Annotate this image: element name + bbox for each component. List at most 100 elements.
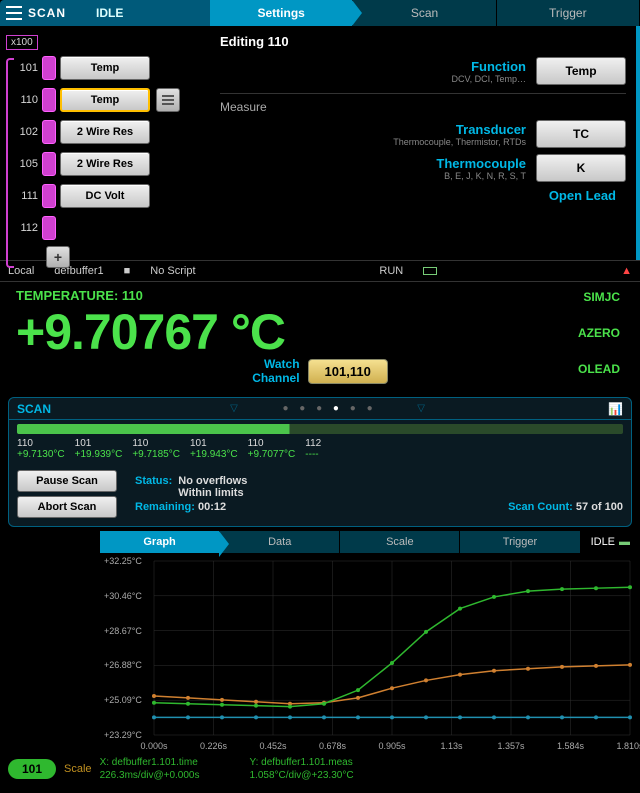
settings-tabs: SettingsScanTrigger: [210, 0, 640, 26]
y-tick-label: +26.88°C: [104, 660, 142, 670]
scan-panel-title: SCAN: [17, 402, 51, 416]
temperature-label: TEMPERATURE: 110: [16, 288, 624, 303]
pause-scan-button[interactable]: Pause Scan: [17, 470, 117, 492]
abort-scan-button[interactable]: Abort Scan: [17, 496, 117, 518]
y-tick-label: +32.25°C: [104, 556, 142, 566]
channel-marker: [42, 216, 56, 240]
openlead-label: Open Lead: [220, 188, 616, 203]
channel-number: 101: [14, 62, 42, 74]
thermocouple-label: Thermocouple: [220, 156, 526, 171]
channel-row: 105 2 Wire Res: [14, 150, 204, 178]
thermocouple-button[interactable]: K: [536, 154, 626, 182]
x-tick-label: 0.452s: [259, 741, 286, 751]
y-tick-label: +28.67°C: [104, 626, 142, 636]
channel-number: 111: [14, 190, 42, 202]
thermocouple-sublabel: B, E, J, K, N, R, S, T: [220, 171, 526, 181]
channel-marker: [42, 88, 56, 112]
tab-trigger[interactable]: Trigger: [497, 0, 640, 26]
channel-marker: [42, 120, 56, 144]
scan-reading: 110+9.7130°C: [17, 438, 65, 460]
function-sublabel: DCV, DCI, Temp…: [220, 74, 526, 84]
measure-section-title: Measure: [220, 100, 626, 114]
add-channel-button[interactable]: +: [46, 246, 70, 268]
graph-tab-trigger[interactable]: Trigger: [460, 531, 580, 553]
watch-channel-label: WatchChannel: [252, 357, 299, 385]
graph-tab-data[interactable]: Data: [220, 531, 340, 553]
badge-azero: AZERO: [578, 326, 620, 340]
remaining-value: 00:12: [198, 501, 226, 513]
channel-button[interactable]: Temp: [60, 56, 150, 80]
y-tick-label: +25.09°C: [104, 695, 142, 705]
collapse-icon[interactable]: ▽ ● ● ● ● ● ● ▽: [51, 403, 608, 414]
scancount-label: Scan Count:: [508, 501, 573, 513]
channel-marker: [42, 152, 56, 176]
badge-simjc: SIMJC: [578, 290, 620, 304]
channel-number: 112: [14, 222, 42, 234]
tab-scan[interactable]: Scan: [353, 0, 496, 26]
editing-label: Editing 110: [220, 34, 626, 49]
chart-icon[interactable]: 📊: [608, 402, 623, 416]
channel-row: 111 DC Volt: [14, 182, 204, 210]
graph-idle-status: IDLE ▬: [581, 531, 640, 553]
graph-area[interactable]: +32.25°C +30.46°C +28.67°C +26.88°C +25.09°C…: [100, 553, 640, 753]
badge-olead: OLEAD: [578, 362, 620, 376]
x-tick-label: 1.810s: [616, 741, 640, 751]
status-run: RUN: [379, 265, 403, 277]
channel-button[interactable]: 2 Wire Res: [60, 120, 150, 144]
graph-tabs: GraphDataScaleTriggerIDLE ▬: [100, 531, 640, 553]
status-label: Status:: [135, 475, 172, 499]
scale-label: Scale: [64, 763, 92, 775]
channel-row: 112: [14, 214, 204, 242]
x-tick-label: 1.13s: [440, 741, 462, 751]
channel-options-icon[interactable]: [156, 88, 180, 112]
remaining-label: Remaining:: [135, 501, 195, 513]
y-tick-label: +30.46°C: [104, 591, 142, 601]
graph-tab-scale[interactable]: Scale: [340, 531, 460, 553]
scan-reading: 101+19.943°C: [190, 438, 238, 460]
channel-button[interactable]: DC Volt: [60, 184, 150, 208]
channel-list: x100 101 Temp 110 Temp 1022 Wire Res 105 2 Wir…: [0, 26, 210, 276]
multiplier-label: x100: [6, 35, 38, 50]
scan-reading: 110+9.7077°C: [248, 438, 296, 460]
channel-number: 105: [14, 158, 42, 170]
transducer-sublabel: Thermocouple, Thermistor, RTDs: [220, 137, 526, 147]
x-tick-label: 1.584s: [557, 741, 584, 751]
tab-settings[interactable]: Settings: [210, 0, 353, 26]
channel-row: 110 Temp: [14, 86, 204, 114]
channel-number: 110: [14, 94, 42, 106]
graph-footer: 101 Scale X: defbuffer1.101.time226.3ms/…: [0, 753, 640, 785]
scan-reading: 110+9.7185°C: [132, 438, 180, 460]
scan-reading: 101+19.939°C: [75, 438, 123, 460]
channel-badge[interactable]: 101: [8, 759, 56, 779]
x-axis-info: X: defbuffer1.101.time226.3ms/div@+0.000…: [100, 756, 200, 782]
scan-status-idle: IDLE: [96, 6, 123, 20]
channel-bracket: [6, 58, 14, 268]
warning-icon[interactable]: ▲: [621, 265, 632, 277]
scan-title-bar: SCAN IDLE: [0, 0, 210, 26]
channel-button[interactable]: 2 Wire Res: [60, 152, 150, 176]
graph-tab-graph[interactable]: Graph: [100, 531, 220, 553]
channel-button[interactable]: Temp: [60, 88, 150, 112]
transducer-label: Transducer: [220, 122, 526, 137]
channel-marker: [42, 184, 56, 208]
battery-icon: [423, 267, 437, 275]
channel-marker: [42, 56, 56, 80]
transducer-button[interactable]: TC: [536, 120, 626, 148]
display-panel: TEMPERATURE: 110 +9.70767 °C SIMJC AZERO O…: [0, 282, 640, 391]
temperature-value: +9.70767 °C: [16, 303, 624, 361]
scancount-value: 57 of 100: [576, 501, 623, 513]
channel-row: 101 Temp: [14, 54, 204, 82]
y-tick-label: +23.29°C: [104, 730, 142, 740]
channel-row: 1022 Wire Res: [14, 118, 204, 146]
x-tick-label: 0.226s: [200, 741, 227, 751]
x-tick-label: 1.357s: [497, 741, 524, 751]
y-axis-info: Y: defbuffer1.101.meas1.058°C/div@+23.30…: [250, 756, 354, 782]
scan-reading: 112----: [305, 438, 321, 460]
scan-progress-bar: [17, 424, 623, 434]
function-label: Function: [220, 59, 526, 74]
function-button[interactable]: Temp: [536, 57, 626, 85]
watch-channel-button[interactable]: 101,110: [308, 359, 388, 384]
x-tick-label: 0.678s: [319, 741, 346, 751]
x-tick-label: 0.905s: [378, 741, 405, 751]
menu-icon[interactable]: [6, 6, 22, 20]
